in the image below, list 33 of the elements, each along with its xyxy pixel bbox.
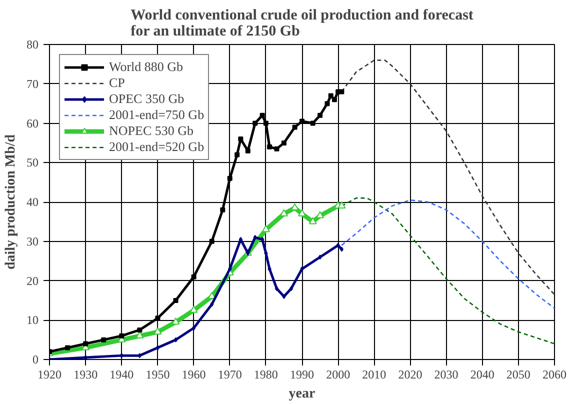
- legend-label: CP: [109, 75, 126, 91]
- y-tick-label: 80: [26, 38, 38, 52]
- x-tick-label: 2010: [362, 368, 386, 382]
- x-tick-label: 2020: [398, 368, 422, 382]
- x-tick-label: 1940: [110, 368, 134, 382]
- legend-label: 2001-end=520 Gb: [109, 139, 204, 155]
- y-tick-label: 40: [26, 195, 38, 209]
- x-tick-label: 2000: [326, 368, 350, 382]
- x-axis-title: year: [288, 386, 316, 402]
- x-tick-label: 1960: [182, 368, 206, 382]
- x-tick-label: 2030: [434, 368, 458, 382]
- y-axis-title: daily production Mb/d: [4, 134, 18, 270]
- y-tick-label: 20: [26, 274, 38, 288]
- y-tick-label: 0: [32, 352, 38, 366]
- legend-label: NOPEC 530 Gb: [109, 123, 194, 139]
- x-tick-label: 2040: [470, 368, 494, 382]
- x-tick-label: 1970: [218, 368, 242, 382]
- y-tick-label: 50: [26, 156, 38, 170]
- x-tick-label: 1990: [290, 368, 314, 382]
- legend-label: World 880 Gb: [109, 59, 184, 75]
- x-tick-label: 1930: [74, 368, 98, 382]
- legend-label: 2001-end=750 Gb: [109, 107, 204, 123]
- x-tick-label: 1920: [38, 368, 62, 382]
- legend-label: OPEC 350 Gb: [109, 91, 184, 107]
- x-tick-label: 2050: [506, 368, 530, 382]
- chart-title: World conventional crude oil production and forecast for an ultimate of 2150 Gb: [130, 8, 474, 40]
- x-tick-label: 2060: [542, 368, 566, 382]
- x-tick-label: 1950: [146, 368, 170, 382]
- y-tick-label: 70: [26, 76, 38, 91]
- y-tick-label: 60: [26, 116, 38, 130]
- y-tick-label: 10: [26, 313, 38, 328]
- x-tick-label: 1980: [254, 368, 278, 382]
- y-tick-label: 30: [26, 234, 38, 248]
